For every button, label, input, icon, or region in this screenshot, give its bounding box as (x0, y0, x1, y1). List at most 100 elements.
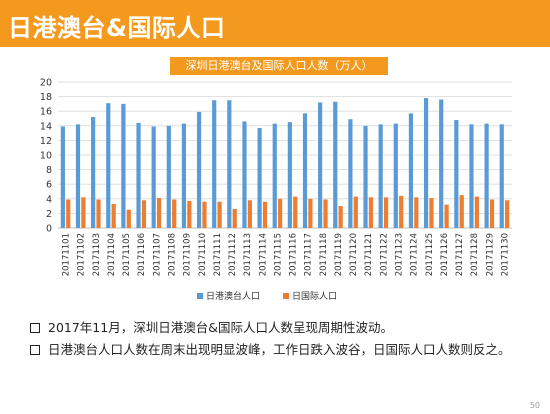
x-tick-label: 20171114 (258, 233, 268, 276)
bar-international (66, 199, 71, 228)
page-title: 日港澳台&国际人口 (8, 14, 226, 42)
bar-hk-macao-taiwan (227, 100, 232, 228)
bar-hk-macao-taiwan (484, 123, 489, 228)
bar-international (126, 209, 131, 228)
bar-hk-macao-taiwan (469, 124, 474, 228)
y-tick-label: 20 (40, 78, 52, 89)
bar-hk-macao-taiwan (378, 124, 383, 228)
x-tick-label: 20171123 (395, 233, 405, 276)
bar-hk-macao-taiwan (333, 101, 338, 228)
y-tick-label: 18 (40, 92, 52, 103)
x-tick-label: 20171109 (183, 233, 193, 276)
bar-hk-macao-taiwan (257, 127, 262, 228)
bar-international (338, 206, 343, 228)
bullet-text-1: 2017年11月，深圳日港澳台&国际人口人数呈现周期性波动。 (48, 320, 393, 335)
bar-international (368, 197, 374, 228)
bar-international (414, 197, 419, 228)
chart-title-box: 深圳日港澳台及国际人口人数（万人） (170, 57, 388, 75)
bar-international (141, 200, 147, 228)
bar-international (278, 198, 283, 228)
bar-hk-macao-taiwan (423, 98, 429, 228)
bar-international (353, 196, 358, 228)
header-bar: 日港澳台&国际人口 (0, 0, 550, 47)
x-tick-label: 20171111 (213, 233, 223, 276)
bar-international (111, 203, 116, 228)
checkbox-bullet-icon (30, 345, 40, 355)
bar-international (429, 198, 434, 228)
x-tick-label: 20171121 (364, 233, 374, 276)
x-tick-label: 20171113 (243, 233, 253, 276)
bar-international (489, 199, 495, 228)
x-tick-label: 20171127 (455, 233, 465, 276)
bar-hk-macao-taiwan (363, 125, 368, 228)
bar-hk-macao-taiwan (106, 103, 111, 228)
x-tick-label: 20171128 (470, 233, 480, 276)
x-tick-label: 20171116 (289, 233, 299, 276)
x-tick-label: 20171118 (319, 233, 329, 276)
x-tick-label: 20171129 (485, 233, 495, 276)
bar-international (172, 199, 177, 228)
bar-international (217, 201, 222, 228)
bullet-list: 2017年11月，深圳日港澳台&国际人口人数呈现周期性波动。 日港澳台人口人数在… (30, 318, 530, 362)
bar-international (96, 199, 101, 228)
x-tick-label: 20171122 (379, 233, 389, 276)
x-tick-label: 20171105 (122, 233, 132, 276)
x-tick-label: 20171119 (334, 233, 344, 276)
bar-hk-macao-taiwan (75, 124, 81, 228)
chart-title: 深圳日港澳台及国际人口人数（万人） (185, 59, 373, 72)
bar-international (323, 199, 328, 228)
bar-hk-macao-taiwan (242, 121, 247, 228)
bar-international (505, 200, 510, 228)
x-tick-label: 20171106 (137, 233, 147, 276)
bar-international (156, 198, 162, 228)
x-tick-label: 20171117 (304, 233, 314, 276)
y-tick-label: 8 (46, 165, 52, 176)
legend-label: 日国际人口 (292, 291, 337, 302)
legend-swatch (283, 293, 289, 299)
bar-hk-macao-taiwan (318, 102, 323, 228)
bar-hk-macao-taiwan (439, 99, 444, 229)
bar-international (262, 201, 268, 228)
bar-hk-macao-taiwan (151, 126, 156, 228)
legend-swatch (197, 293, 203, 299)
x-tick-label: 20171101 (62, 233, 72, 276)
x-tick-label: 20171120 (349, 233, 359, 276)
checkbox-bullet-icon (30, 323, 40, 333)
bar-international (232, 209, 237, 228)
bar-hk-macao-taiwan (91, 117, 96, 228)
y-tick-label: 10 (40, 151, 52, 162)
bar-hk-macao-taiwan (121, 103, 126, 228)
bar-international (202, 201, 207, 228)
bar-international (474, 196, 479, 228)
x-tick-label: 20171115 (273, 233, 283, 276)
y-tick-label: 16 (40, 107, 52, 118)
x-tick-label: 20171108 (168, 233, 178, 276)
x-tick-label: 20171102 (77, 233, 87, 276)
bar-hk-macao-taiwan (272, 123, 277, 228)
bar-hk-macao-taiwan (454, 119, 459, 228)
legend-label: 日港澳台人口 (206, 290, 260, 302)
bar-international (247, 200, 252, 228)
x-tick-label: 20171130 (500, 233, 510, 276)
x-tick-label: 20171125 (425, 233, 435, 276)
bar-hk-macao-taiwan (181, 123, 187, 228)
bar-hk-macao-taiwan (393, 123, 398, 228)
x-tick-label: 20171124 (410, 233, 420, 276)
bar-hk-macao-taiwan (212, 100, 217, 228)
bullet-text-2: 日港澳台人口人数在周末出现明显波峰，工作日跌入波谷，日国际人口人数则反之。 (48, 342, 511, 357)
x-tick-label: 20171126 (440, 233, 450, 276)
bar-hk-macao-taiwan (408, 113, 414, 228)
y-tick-label: 6 (46, 180, 52, 191)
bar-hk-macao-taiwan (348, 119, 353, 228)
bar-hk-macao-taiwan (166, 125, 171, 228)
bar-hk-macao-taiwan (499, 124, 504, 228)
page-number: 50 (529, 401, 540, 410)
x-tick-label: 20171112 (228, 233, 238, 276)
y-tick-label: 14 (40, 121, 52, 132)
bar-hk-macao-taiwan (196, 111, 202, 228)
y-tick-label: 0 (46, 224, 52, 235)
bar-international (187, 200, 192, 228)
x-tick-label: 20171110 (198, 233, 208, 276)
bar-international (308, 198, 313, 228)
